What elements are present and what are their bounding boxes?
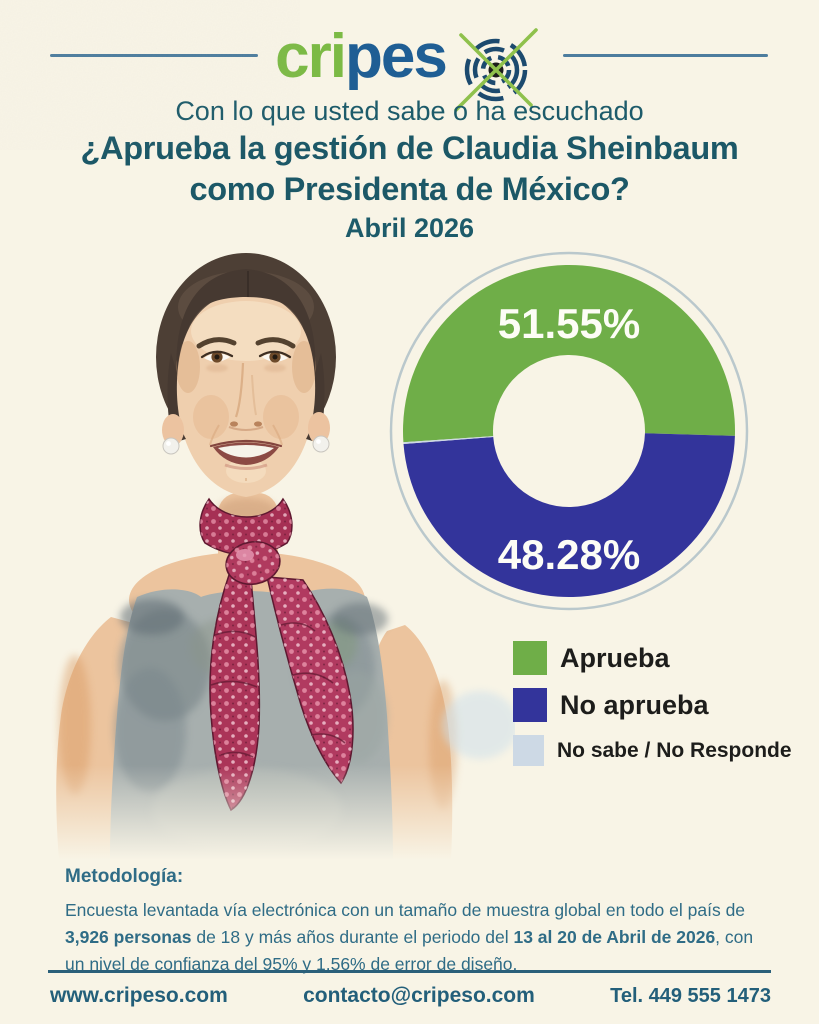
methodology-segment: Encuesta levantada vía electrónica con u…: [65, 900, 746, 920]
footer: www.cripeso.com contacto@cripeso.com Tel…: [50, 984, 771, 1008]
question-line-1: ¿Aprueba la gestión de Claudia Sheinbaum: [80, 130, 739, 166]
legend-swatch-no-sabe: [513, 735, 544, 766]
portrait-fade: [15, 765, 515, 860]
methodology-heading: Metodología:: [65, 866, 184, 887]
legend-label-no-aprueba: No aprueba: [560, 689, 709, 720]
footer-phone: Tel. 449 555 1473: [610, 985, 771, 1007]
kicker-text: Con lo que usted sabe o ha escuchado: [175, 96, 644, 126]
label-no-aprueba-pct: 48.28%: [497, 531, 641, 578]
donut-slice-no-sabe-no-responde: [403, 436, 494, 445]
legend-swatch-no-aprueba: [513, 688, 547, 722]
donut-outer-ring: [389, 251, 749, 611]
methodology-text: Encuesta levantada vía electrónica con u…: [65, 897, 765, 978]
target-crosshair-icon: [454, 28, 538, 112]
footer-website: www.cripeso.com: [50, 984, 228, 1007]
legend-item-no-aprueba: No aprueba: [513, 688, 792, 722]
legend-swatch-aprueba: [513, 641, 547, 675]
donut-chart: 51.55% 48.28%: [388, 250, 750, 612]
legend-label-aprueba: Aprueba: [560, 642, 670, 673]
footer-email: contacto@cripeso.com: [303, 984, 535, 1007]
logo-right-rule: [563, 54, 768, 57]
portrait-head: [156, 253, 336, 497]
pearl-earring-left: [162, 437, 180, 455]
portrait-scarf: [199, 497, 354, 812]
period-text: Abril 2026: [344, 213, 475, 243]
portrait-claudia-sheinbaum: [15, 253, 515, 860]
question-line-2: como Presidenta de México?: [189, 171, 630, 207]
logo-text-pes: pes: [345, 22, 448, 91]
donut-chart-svg: [389, 251, 749, 611]
donut-slice-no-aprueba: [403, 433, 735, 597]
legend-item-aprueba: Aprueba: [513, 641, 792, 675]
header: Con lo que usted sabe o ha escuchado ¿Ap…: [0, 94, 819, 245]
legend-label-no-sabe: No sabe / No Responde: [557, 738, 792, 762]
legend-item-no-sabe: No sabe / No Responde: [513, 735, 792, 766]
methodology-segment: de 18 y más años durante el periodo del: [191, 926, 514, 947]
methodology-segment: 3,926 personas: [65, 926, 192, 947]
methodology-segment: , con un nivel de confianza del 95% y 1.…: [65, 926, 754, 974]
methodology-segment: 13 al 20 de Abril de 2026: [513, 926, 716, 947]
pearl-earring-right: [312, 435, 330, 453]
label-aprueba-pct: 51.55%: [497, 300, 641, 347]
footer-divider: [48, 970, 771, 973]
methodology-section: Metodología: Encuesta levantada vía elec…: [65, 866, 765, 978]
donut-slice-aprueba: [403, 264, 735, 443]
logo-text-cri: cri: [275, 22, 347, 91]
chart-legend: Aprueba No aprueba No sabe / No Responde: [513, 641, 792, 779]
